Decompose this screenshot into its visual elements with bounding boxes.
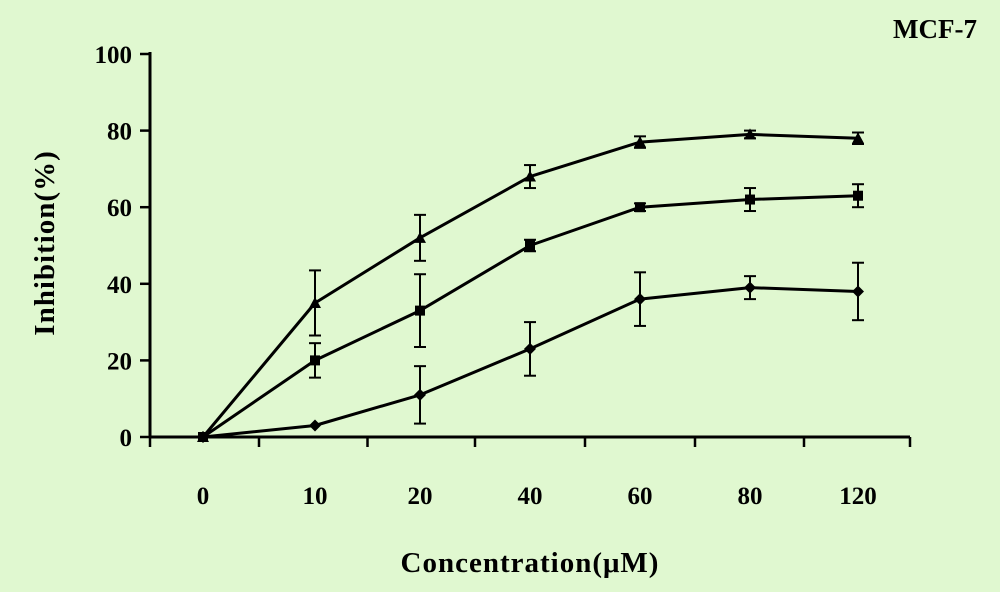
data-point <box>744 281 756 294</box>
y-tick-label: 0 <box>120 425 133 452</box>
y-tick-label: 40 <box>107 272 132 299</box>
series-3 <box>197 261 864 443</box>
data-point <box>310 355 320 366</box>
y-tick-label: 20 <box>107 348 132 375</box>
y-tick-label: 100 <box>95 42 133 69</box>
data-point <box>415 305 425 316</box>
data-point <box>309 419 321 432</box>
y-axis-title: Inhibition(%) <box>29 150 61 335</box>
data-point <box>525 240 535 251</box>
x-tick-label: 80 <box>738 483 763 510</box>
data-point <box>853 190 863 201</box>
chart-title: MCF-7 <box>893 14 977 44</box>
data-point <box>745 194 755 205</box>
series-layer <box>197 128 864 443</box>
data-point <box>197 431 209 443</box>
x-tick-label: 40 <box>518 483 543 510</box>
x-axis-title: Concentration(μM) <box>401 547 660 579</box>
y-tick-label: 80 <box>107 119 132 146</box>
data-point <box>635 202 645 213</box>
data-point <box>634 136 646 148</box>
axes: 0 20 40 60 80 100 0 10 20 40 60 80 120 <box>95 42 912 510</box>
data-point <box>852 285 864 298</box>
x-tick-label: 20 <box>408 483 433 510</box>
x-tick-label: 10 <box>303 483 328 510</box>
data-point <box>524 170 536 182</box>
x-tick-label: 0 <box>197 483 210 510</box>
data-point <box>744 128 756 140</box>
data-point <box>414 388 426 401</box>
x-tick-label: 60 <box>628 483 653 510</box>
x-tick-label: 120 <box>839 483 877 510</box>
data-point <box>634 293 646 306</box>
data-point <box>309 296 321 308</box>
y-tick-label: 60 <box>107 195 132 222</box>
data-point <box>852 132 864 144</box>
data-point <box>414 231 426 243</box>
data-point <box>524 342 536 355</box>
